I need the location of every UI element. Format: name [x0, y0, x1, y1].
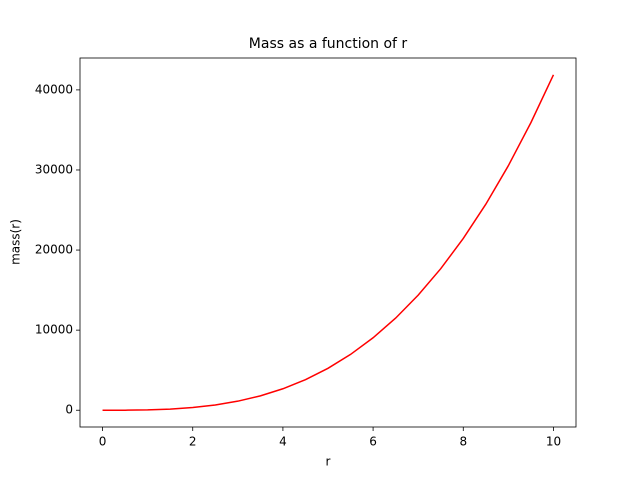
x-tick-label: 4 — [279, 435, 287, 449]
x-tick-label: 10 — [546, 435, 561, 449]
y-tick-label: 30000 — [35, 162, 73, 176]
y-tick-label: 20000 — [35, 243, 73, 257]
x-tick-label: 0 — [99, 435, 107, 449]
x-tick-label: 2 — [189, 435, 197, 449]
y-tick-label: 0 — [65, 403, 73, 417]
plot-frame — [79, 57, 577, 428]
x-tick-label: 8 — [459, 435, 467, 449]
y-axis-label: mass(r) — [9, 219, 23, 265]
y-tick-label: 40000 — [35, 82, 73, 96]
y-tick-label: 10000 — [35, 323, 73, 337]
chart-title: Mass as a function of r — [249, 36, 408, 52]
data-line — [102, 74, 555, 411]
x-tick-label: 6 — [369, 435, 377, 449]
x-axis-label: r — [326, 455, 331, 469]
